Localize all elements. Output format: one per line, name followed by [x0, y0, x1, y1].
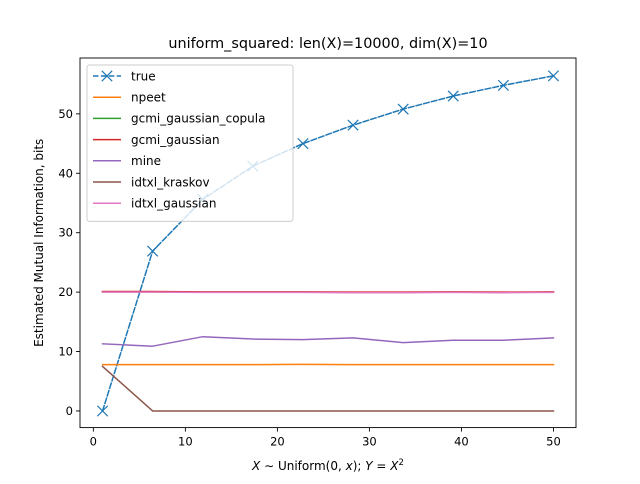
x-tick-label-20: 20	[270, 435, 285, 449]
x-tick-label-10: 10	[178, 435, 193, 449]
legend: true npeet gcmi_gaussian_copula gcmi_gaussi…	[87, 65, 293, 221]
legend-label-idtxl_gaussian: idtxl_gaussian	[131, 197, 216, 211]
y-tick-label-10: 10	[58, 345, 73, 359]
x-tick-label-30: 30	[362, 435, 377, 449]
y-axis-label: Estimated Mutual Information, bits	[32, 139, 46, 347]
legend-label-gcmi_gaussian: gcmi_gaussian	[131, 133, 220, 147]
x-label-mid: );	[353, 459, 366, 473]
y-tick-label-40: 40	[58, 166, 73, 180]
x-tick-label-0: 0	[90, 435, 97, 449]
legend-label-idtxl_kraskov: idtxl_kraskov	[131, 175, 210, 189]
x-axis-label: X ∼ Uniform(0, x); Y = X2	[251, 458, 404, 473]
y-tick-label-0: 0	[66, 404, 73, 418]
y-tick-label-30: 30	[58, 226, 73, 240]
series-line-idtxl_gaussian	[103, 292, 554, 293]
legend-label-npeet: npeet	[131, 91, 166, 105]
x-label-tilde: ∼ Uniform(0,	[260, 459, 345, 473]
x-label-eq: =	[373, 459, 391, 473]
x-label-exponent: 2	[399, 458, 404, 468]
y-tick-label-20: 20	[58, 285, 73, 299]
legend-label-gcmi_gaussian_copula: gcmi_gaussian_copula	[131, 112, 265, 126]
x-tick-label-50: 50	[546, 435, 561, 449]
y-tick-label-50: 50	[58, 107, 73, 121]
legend-label-true: true	[131, 69, 156, 83]
chart-title: uniform_squared: len(X)=10000, dim(X)=10	[168, 36, 487, 52]
x-tick-label-40: 40	[454, 435, 469, 449]
legend-label-mine: mine	[131, 154, 161, 168]
